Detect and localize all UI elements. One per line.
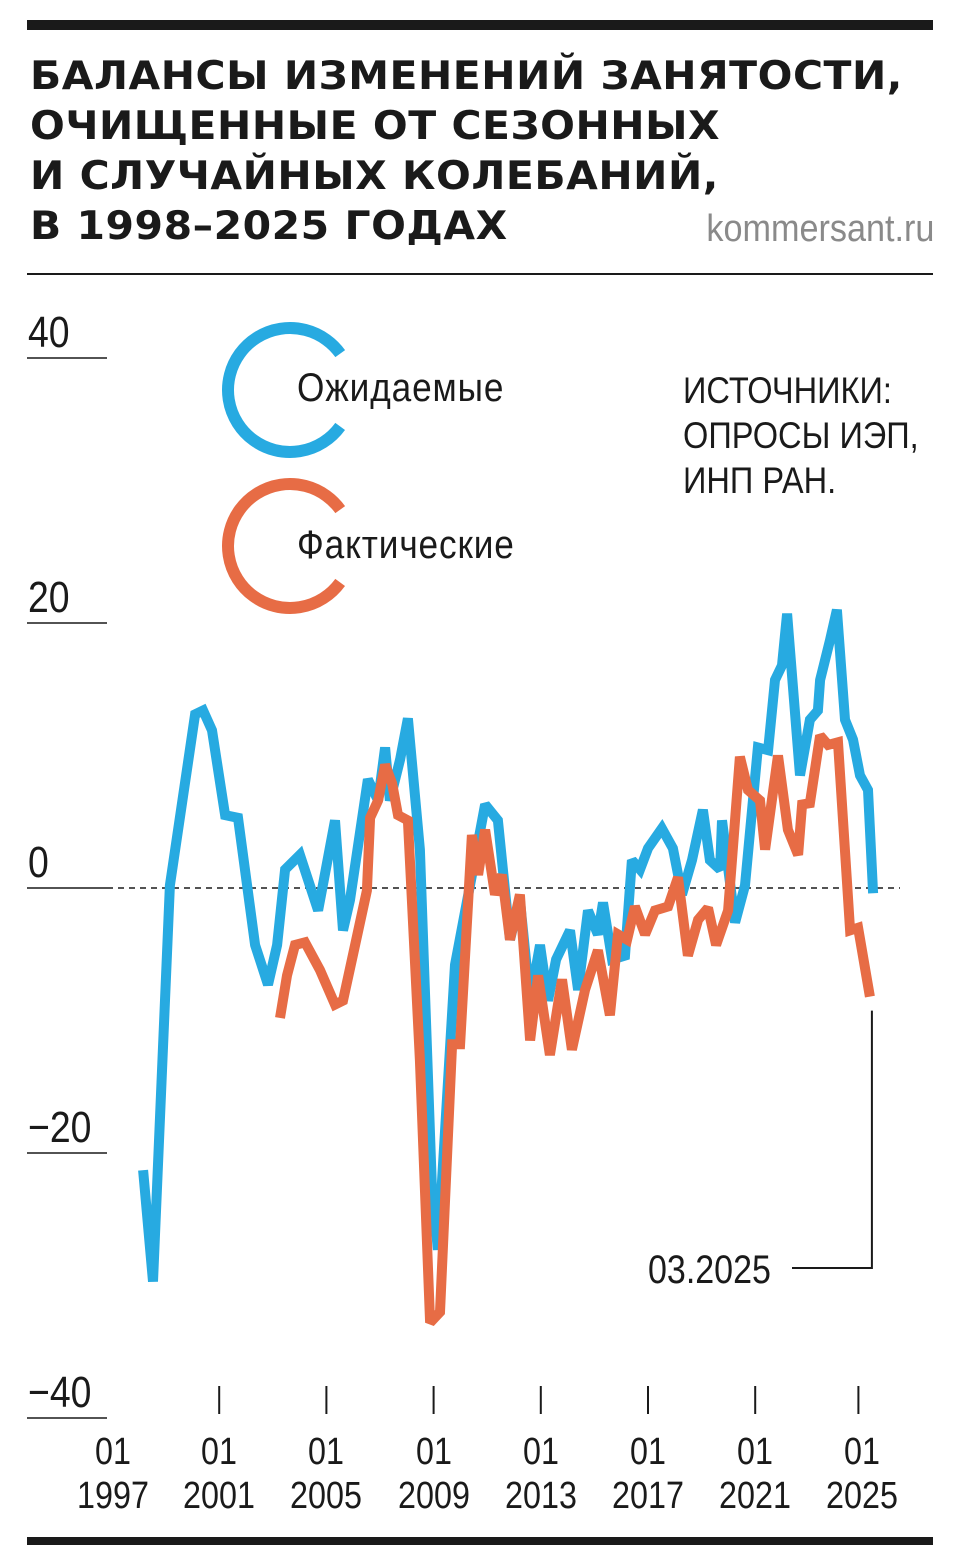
bottom-bar — [27, 1537, 933, 1545]
legend-label-actual: Фактические — [297, 523, 515, 567]
x-tick-label: 01 2001 — [177, 1430, 262, 1518]
x-tick-label-line: 2013 — [504, 1475, 577, 1517]
y-tick-label: −20 — [28, 1103, 92, 1152]
legend-label-expected: Ожидаемые — [297, 366, 505, 410]
x-tick-label-line: 2021 — [719, 1475, 792, 1517]
x-tick-label: 01 2021 — [713, 1430, 798, 1518]
title-line: ОЧИЩЕННЫЕ ОТ СЕЗОННЫХ — [30, 104, 721, 149]
x-tick-label-line: 2009 — [397, 1475, 470, 1517]
x-tick-label: 01 2005 — [284, 1430, 369, 1518]
x-tick-label-line: 01 — [308, 1431, 345, 1473]
x-tick-label: 01 1997 — [71, 1430, 156, 1518]
x-tick-label-line: 2005 — [290, 1475, 363, 1517]
x-tick-label-line: 2001 — [183, 1475, 256, 1517]
series-line-expected — [138, 608, 879, 1282]
x-tick-label-line: 01 — [415, 1431, 452, 1473]
y-tick-label: −40 — [28, 1368, 92, 1417]
title-line: БАЛАНСЫ ИЗМЕНЕНИЙ ЗАНЯТОСТИ, — [30, 54, 903, 99]
sources-line: ИНП РАН. — [683, 460, 837, 501]
x-tick-label-line: 2017 — [612, 1475, 684, 1517]
y-tick-label: 40 — [28, 308, 70, 357]
x-tick-label-line: 01 — [522, 1431, 559, 1473]
end-date-annotation: 03.2025 — [648, 1248, 771, 1292]
x-tick-label: 01 2013 — [498, 1430, 583, 1518]
legend-ring-actual-icon — [222, 478, 358, 614]
annotation-leader-line — [792, 1010, 873, 1269]
sources-line: ИСТОЧНИКИ: — [683, 370, 892, 411]
x-tick-label-line: 01 — [201, 1431, 238, 1473]
header-rule — [27, 273, 933, 275]
title-line: И СЛУЧАЙНЫХ КОЛЕБАНИЙ, — [30, 154, 719, 199]
legend-ring-expected-icon — [222, 322, 358, 458]
x-tick-label: 01 2017 — [606, 1430, 691, 1518]
x-tick-label: 01 2025 — [820, 1430, 905, 1518]
chart-title: БАЛАНСЫ ИЗМЕНЕНИЙ ЗАНЯТОСТИ, ОЧИЩЕННЫЕ О… — [30, 52, 903, 252]
x-tick-label-line: 01 — [737, 1431, 774, 1473]
x-tick-label-line: 01 — [844, 1431, 881, 1473]
x-tick-label: 01 2009 — [391, 1430, 476, 1518]
y-tick-label: 0 — [28, 838, 49, 887]
sources-note: ИСТОЧНИКИ: ОПРОСЫ ИЭП, ИНП РАН. — [683, 368, 919, 503]
x-tick-label-line: 01 — [630, 1431, 666, 1473]
title-line: В 1998–2025 ГОДАХ — [30, 204, 508, 249]
y-tick-label: 20 — [28, 573, 70, 622]
x-tick-label-line: 2025 — [826, 1475, 899, 1517]
series-line-actual — [275, 732, 875, 1327]
sources-line: ОПРОСЫ ИЭП, — [683, 415, 919, 456]
brand-label: kommersant.ru — [705, 208, 934, 250]
top-bar — [27, 20, 933, 30]
x-tick-label-line: 01 — [95, 1431, 131, 1473]
x-tick-label-line: 1997 — [77, 1475, 149, 1517]
